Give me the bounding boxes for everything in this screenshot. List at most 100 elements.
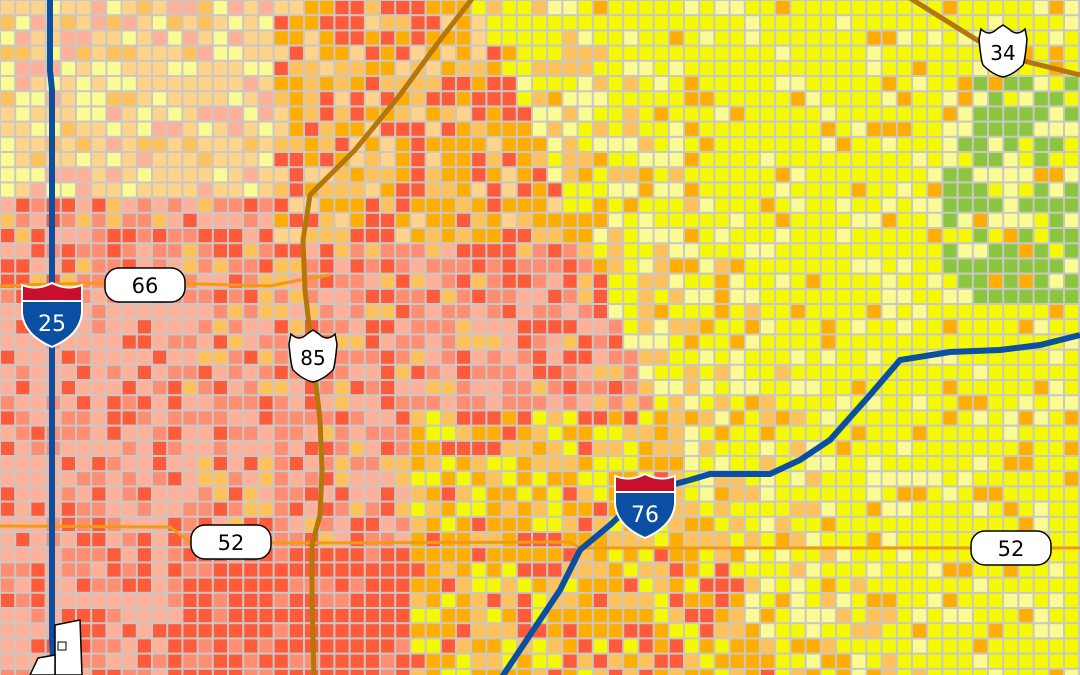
grid-cell <box>1019 213 1033 227</box>
grid-cell <box>578 259 592 273</box>
grid-cell <box>624 441 638 455</box>
grid-cell <box>1065 654 1079 668</box>
grid-cell <box>928 609 942 623</box>
grid-cell <box>396 426 410 440</box>
grid-cell <box>548 213 562 227</box>
i25-shield[interactable]: 25 <box>21 281 83 349</box>
grid-cell <box>533 426 547 440</box>
grid-cell <box>289 107 303 121</box>
grid-cell <box>837 441 851 455</box>
route-66-shield[interactable]: 66 <box>104 267 186 303</box>
grid-cell <box>639 396 653 410</box>
grid-cell <box>274 289 288 303</box>
grid-cell <box>244 441 258 455</box>
grid-cell <box>776 31 790 45</box>
grid-cell <box>244 107 258 121</box>
grid-cell <box>913 593 927 607</box>
grid-cell <box>700 548 714 562</box>
grid-cell <box>700 46 714 60</box>
grid-cell <box>1 426 15 440</box>
grid-cell <box>381 183 395 197</box>
grid-cell <box>168 77 182 91</box>
grid-cell <box>502 320 516 334</box>
us-85-line <box>300 0 475 675</box>
grid-cell <box>776 502 790 516</box>
grid-cell <box>806 92 820 106</box>
grid-cell <box>882 289 896 303</box>
grid-cell <box>396 563 410 577</box>
grid-cell <box>92 472 106 486</box>
grid-cell <box>882 153 896 167</box>
grid-cell <box>791 669 805 675</box>
grid-cell <box>776 229 790 243</box>
grid-cell <box>229 593 243 607</box>
grid-cell <box>867 213 881 227</box>
grid-cell <box>745 350 759 364</box>
grid-cell <box>973 426 987 440</box>
grid-cell <box>821 669 835 675</box>
grid-cell <box>122 320 136 334</box>
grid-cell <box>244 289 258 303</box>
grid-cell <box>882 16 896 30</box>
grid-cell <box>548 563 562 577</box>
grid-cell <box>761 457 775 471</box>
grid-cell <box>578 183 592 197</box>
grid-cell <box>1019 153 1033 167</box>
grid-cell <box>365 1 379 15</box>
grid-cell <box>305 1 319 15</box>
grid-cell <box>958 441 972 455</box>
grid-cell <box>365 350 379 364</box>
grid-cell <box>578 168 592 182</box>
grid-cell <box>913 198 927 212</box>
grid-cell <box>16 365 30 379</box>
grid-cell <box>517 107 531 121</box>
grid-cell <box>563 365 577 379</box>
i76-shield[interactable]: 76 <box>614 472 676 540</box>
grid-cell <box>821 609 835 623</box>
grid-cell <box>92 16 106 30</box>
grid-cell <box>381 396 395 410</box>
grid-cell <box>715 654 729 668</box>
grid-cell <box>897 365 911 379</box>
grid-cell <box>1065 107 1079 121</box>
grid-cell <box>381 61 395 75</box>
route-52-shield-west[interactable]: 52 <box>190 524 272 560</box>
grid-cell <box>426 426 440 440</box>
grid-cell <box>913 609 927 623</box>
grid-cell <box>122 548 136 562</box>
grid-cell <box>1034 669 1048 675</box>
grid-cell <box>791 92 805 106</box>
grid-cell <box>229 609 243 623</box>
grid-cell <box>761 229 775 243</box>
grid-cell <box>821 183 835 197</box>
grid-cell <box>396 289 410 303</box>
grid-cell <box>426 639 440 653</box>
grid-cell <box>1049 609 1063 623</box>
grid-cell <box>593 487 607 501</box>
grid-cell <box>92 61 106 75</box>
grid-cell <box>274 259 288 273</box>
grid-cell <box>882 472 896 486</box>
grid-cell <box>563 229 577 243</box>
grid-cell <box>609 533 623 547</box>
grid-cell <box>654 548 668 562</box>
us-85-shield[interactable]: 85 <box>288 329 338 383</box>
grid-cell <box>1065 16 1079 30</box>
us-34-shield[interactable]: 34 <box>978 24 1028 78</box>
grid-cell <box>350 335 364 349</box>
grid-cell <box>654 122 668 136</box>
grid-cell <box>274 411 288 425</box>
grid-cell <box>548 426 562 440</box>
grid-cell <box>198 457 212 471</box>
grid-cell <box>973 609 987 623</box>
grid-cell <box>259 122 273 136</box>
grid-cell <box>715 426 729 440</box>
grid-cell <box>350 578 364 592</box>
route-52-shield-east[interactable]: 52 <box>970 530 1052 566</box>
grid-cell <box>305 441 319 455</box>
grid-cell <box>502 381 516 395</box>
grid-cell <box>122 457 136 471</box>
grid-cell <box>320 654 334 668</box>
